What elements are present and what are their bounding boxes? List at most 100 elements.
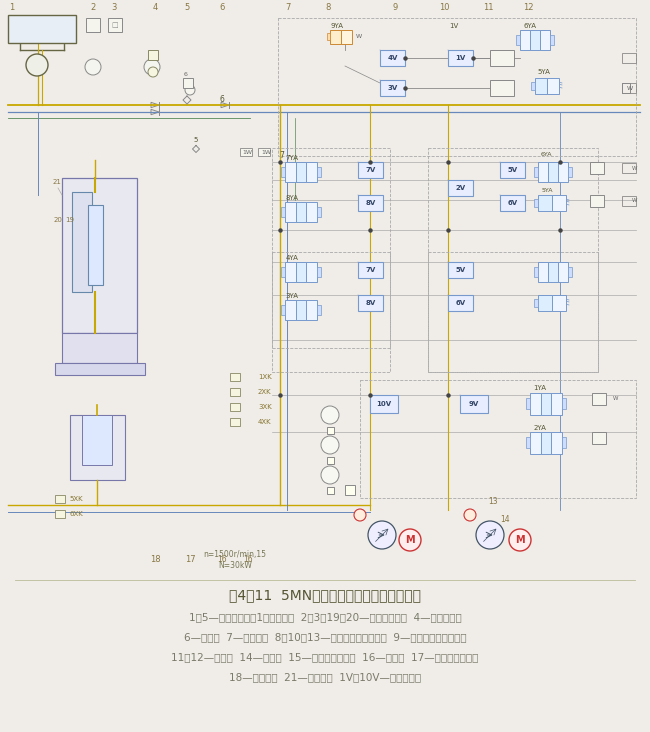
Bar bbox=[306, 202, 317, 222]
Text: 4XK: 4XK bbox=[258, 419, 272, 425]
Bar bbox=[326, 487, 333, 493]
Bar bbox=[285, 162, 296, 182]
Bar bbox=[345, 485, 355, 495]
Bar bbox=[8, 15, 76, 43]
Bar bbox=[460, 395, 488, 413]
Text: M: M bbox=[515, 535, 525, 545]
Bar bbox=[281, 167, 285, 177]
Bar bbox=[558, 262, 568, 282]
Bar bbox=[526, 437, 530, 448]
Bar bbox=[534, 267, 538, 277]
Text: 14: 14 bbox=[500, 515, 510, 525]
Text: 5V: 5V bbox=[508, 167, 517, 173]
Bar bbox=[296, 162, 306, 182]
Text: 1W: 1W bbox=[261, 149, 271, 154]
Bar bbox=[380, 50, 405, 66]
Text: 7: 7 bbox=[285, 4, 291, 12]
Bar bbox=[358, 262, 383, 278]
Bar bbox=[538, 295, 552, 311]
Bar bbox=[230, 418, 240, 426]
Text: 6XK: 6XK bbox=[69, 511, 83, 517]
Text: 1: 1 bbox=[9, 4, 14, 12]
Circle shape bbox=[354, 509, 366, 521]
Text: 17: 17 bbox=[185, 556, 195, 564]
Bar bbox=[330, 30, 341, 44]
Bar bbox=[530, 30, 540, 50]
Text: 4: 4 bbox=[152, 4, 157, 12]
Bar bbox=[500, 162, 525, 178]
Bar bbox=[326, 427, 333, 433]
Text: 2V: 2V bbox=[456, 185, 465, 191]
Text: 5V: 5V bbox=[456, 267, 465, 273]
Bar bbox=[358, 295, 383, 311]
Bar bbox=[622, 163, 636, 173]
Bar bbox=[562, 437, 566, 448]
Circle shape bbox=[368, 521, 396, 549]
Text: 19: 19 bbox=[66, 217, 75, 223]
Bar bbox=[230, 373, 240, 381]
Circle shape bbox=[399, 529, 421, 551]
Bar bbox=[622, 83, 636, 93]
Text: 1V: 1V bbox=[449, 23, 459, 29]
Bar bbox=[341, 30, 352, 44]
Text: 8V: 8V bbox=[365, 300, 376, 306]
Bar bbox=[534, 299, 538, 307]
Bar bbox=[622, 196, 636, 206]
Bar bbox=[285, 202, 296, 222]
Bar bbox=[530, 432, 541, 454]
Circle shape bbox=[148, 67, 158, 77]
Bar bbox=[380, 80, 405, 96]
Bar bbox=[541, 393, 551, 415]
Text: 5YA: 5YA bbox=[541, 187, 552, 193]
Bar bbox=[358, 195, 383, 211]
Text: 10V: 10V bbox=[376, 401, 391, 407]
Bar bbox=[230, 388, 240, 396]
Text: W: W bbox=[356, 34, 362, 39]
Bar bbox=[448, 262, 473, 278]
Text: 6V: 6V bbox=[508, 200, 517, 206]
Bar bbox=[568, 167, 572, 177]
Bar bbox=[258, 148, 270, 156]
Text: 3: 3 bbox=[111, 4, 117, 12]
Bar bbox=[183, 78, 193, 88]
Bar bbox=[317, 167, 321, 177]
Bar bbox=[516, 35, 520, 45]
Text: 9: 9 bbox=[393, 4, 398, 12]
Bar bbox=[500, 195, 525, 211]
Bar bbox=[538, 162, 548, 182]
Bar bbox=[358, 162, 383, 178]
Text: 6—顺序阀  7—拉伸阀块  8、10、13—三位四通电磁换向阀  9—二位四通电磁换向阀: 6—顺序阀 7—拉伸阀块 8、10、13—三位四通电磁换向阀 9—二位四通电磁换… bbox=[184, 632, 466, 642]
Text: 3V: 3V bbox=[387, 85, 398, 91]
Circle shape bbox=[144, 59, 160, 75]
Bar bbox=[540, 30, 550, 50]
Bar bbox=[240, 148, 252, 156]
Bar bbox=[548, 162, 558, 182]
Bar bbox=[360, 380, 636, 498]
Text: 4YA: 4YA bbox=[285, 255, 298, 261]
Bar bbox=[558, 162, 568, 182]
Bar bbox=[534, 167, 538, 177]
Text: 20: 20 bbox=[53, 217, 62, 223]
Text: 5: 5 bbox=[185, 4, 190, 12]
Bar bbox=[82, 415, 112, 465]
Text: 4V: 4V bbox=[387, 55, 398, 61]
Bar bbox=[448, 50, 473, 66]
Bar bbox=[327, 33, 330, 40]
Text: 8YA: 8YA bbox=[285, 195, 298, 201]
Text: 2YA: 2YA bbox=[534, 425, 547, 431]
Bar bbox=[306, 162, 317, 182]
Text: 3YA: 3YA bbox=[285, 293, 298, 299]
Bar bbox=[317, 207, 321, 217]
Text: 13: 13 bbox=[488, 498, 498, 507]
Text: N=30kW: N=30kW bbox=[218, 561, 252, 570]
Text: 9YA: 9YA bbox=[330, 23, 343, 29]
Text: 12: 12 bbox=[523, 4, 533, 12]
Text: 6: 6 bbox=[184, 72, 188, 77]
Bar bbox=[72, 192, 92, 292]
Text: 10: 10 bbox=[439, 4, 449, 12]
Bar bbox=[230, 403, 240, 411]
Bar bbox=[428, 252, 598, 372]
Bar bbox=[490, 50, 514, 66]
Bar bbox=[55, 363, 145, 375]
Bar bbox=[278, 18, 636, 156]
